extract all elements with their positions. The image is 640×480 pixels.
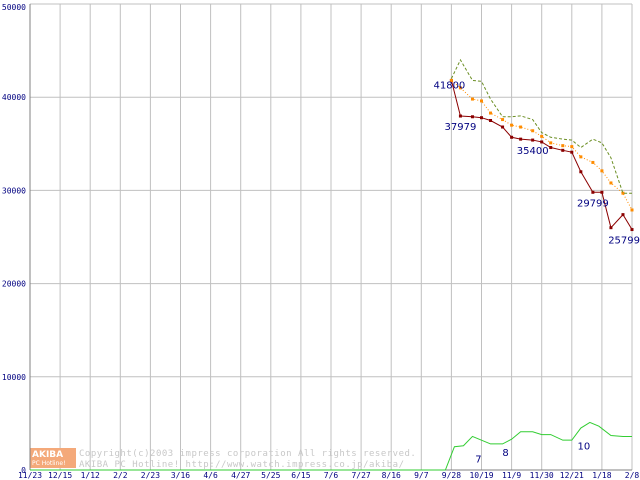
watermark: AKIBA PC Hotline! Copyright(c)2003 impre… bbox=[30, 448, 416, 470]
series-1-point bbox=[489, 119, 493, 122]
axes: 11/23 12/15 1/12 2/2 2/23 3/16 4/6 4/27 5/25 6/15… bbox=[2, 3, 640, 480]
series-2-point bbox=[600, 169, 604, 173]
series-2-point bbox=[621, 191, 625, 195]
x-tick-label: 11/23 bbox=[18, 471, 42, 480]
series-1-point bbox=[561, 148, 565, 152]
data-label: 41800 bbox=[433, 80, 465, 91]
series-1-point bbox=[501, 125, 505, 129]
x-tick-label: 1/18 bbox=[592, 471, 611, 480]
series-2-point bbox=[570, 145, 574, 149]
y-tick-label: 30000 bbox=[2, 186, 26, 195]
grid bbox=[29, 3, 633, 471]
series-1-point bbox=[540, 140, 544, 144]
series-1-point bbox=[458, 114, 462, 118]
akiba-logo-subtext: PC Hotline! bbox=[32, 460, 65, 467]
data-label: 7 bbox=[475, 455, 481, 466]
x-tick-label: 9/28 bbox=[442, 471, 461, 480]
x-tick-label: 6/15 bbox=[291, 471, 310, 480]
x-tick-label: 10/19 bbox=[469, 471, 493, 480]
series-1-point bbox=[470, 115, 474, 119]
series-1-point bbox=[480, 116, 483, 120]
x-tick-label: 2/8 bbox=[625, 471, 640, 480]
data-label: 29799 bbox=[577, 198, 609, 209]
series-2-point bbox=[531, 129, 535, 133]
x-tick-label: 2/23 bbox=[141, 471, 160, 480]
x-tick-label: 8/16 bbox=[382, 471, 401, 480]
data-label: 8 bbox=[502, 448, 508, 459]
series-2-point bbox=[470, 97, 474, 101]
series-1-point bbox=[519, 137, 523, 141]
data-label: 25799 bbox=[608, 236, 640, 247]
x-tick-label: 7/6 bbox=[324, 471, 339, 480]
series-line-4 bbox=[30, 421, 632, 471]
x-tick-label: 11/30 bbox=[530, 471, 554, 480]
data-label: 10 bbox=[577, 442, 590, 453]
data-label: 35400 bbox=[517, 146, 549, 157]
x-tick-label: 9/7 bbox=[414, 471, 429, 480]
series-2-point bbox=[458, 86, 462, 90]
data-labels: 41800 37979 35400 29799 25799 7 8 10 bbox=[433, 80, 640, 465]
akiba-logo-text: AKIBA bbox=[32, 450, 63, 460]
y-tick-label: 40000 bbox=[2, 93, 26, 102]
x-tick-label: 1/12 bbox=[81, 471, 100, 480]
series-1-point bbox=[510, 135, 514, 139]
series-2-point bbox=[630, 208, 634, 212]
series-1-point bbox=[549, 146, 553, 150]
series-2-point bbox=[540, 134, 544, 138]
y-tick-label: 10000 bbox=[2, 373, 26, 382]
y-tick-label: 50000 bbox=[2, 3, 26, 12]
x-tick-label: 11/9 bbox=[502, 471, 521, 480]
series-1-point bbox=[531, 138, 535, 142]
series-2-point bbox=[480, 99, 483, 103]
series-2-point bbox=[519, 125, 523, 129]
series-2-point bbox=[501, 118, 505, 122]
series-1-point bbox=[570, 150, 574, 154]
y-tick-label: 0 bbox=[21, 466, 26, 475]
series-2-point bbox=[449, 78, 453, 82]
copyright-line: Copyright(c)2003 impress corporation All… bbox=[79, 449, 416, 459]
x-tick-label: 7/27 bbox=[351, 471, 370, 480]
x-tick-label: 2/2 bbox=[113, 471, 128, 480]
series-line-3 bbox=[450, 58, 632, 194]
series-2-point bbox=[579, 155, 583, 159]
series-1-point bbox=[630, 228, 634, 232]
series-1-point bbox=[591, 190, 595, 194]
series-2-point bbox=[561, 144, 565, 148]
x-tick-label: 5/25 bbox=[261, 471, 280, 480]
x-tick-label: 12/21 bbox=[560, 471, 584, 480]
series-1-point bbox=[609, 226, 613, 230]
series-2-point bbox=[591, 160, 595, 164]
akiba-logo bbox=[30, 448, 76, 468]
data-label: 37979 bbox=[445, 122, 477, 133]
series bbox=[30, 58, 634, 471]
x-tick-label: 4/27 bbox=[231, 471, 250, 480]
x-tick-label: 12/15 bbox=[48, 471, 72, 480]
website-line: AKIBA PC Hotline! http://www.watch.impre… bbox=[79, 460, 405, 470]
y-tick-label: 20000 bbox=[2, 280, 26, 289]
series-2-point bbox=[510, 123, 514, 127]
series-1-point bbox=[600, 190, 604, 194]
series-1-point bbox=[621, 213, 625, 217]
series-2-point bbox=[549, 141, 553, 145]
x-tick-label: 3/16 bbox=[171, 471, 190, 480]
series-1-point bbox=[579, 170, 583, 174]
x-tick-label: 4/6 bbox=[203, 471, 218, 480]
series-2-point bbox=[609, 181, 613, 185]
series-2-point bbox=[489, 111, 493, 115]
